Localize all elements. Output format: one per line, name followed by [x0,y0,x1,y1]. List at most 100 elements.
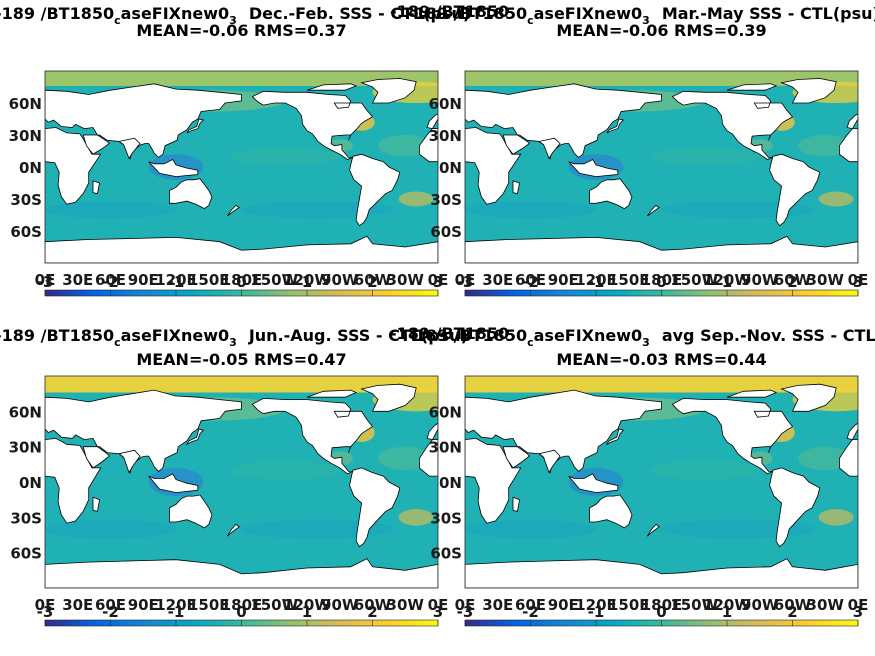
map-field [465,71,858,263]
madagascar-land [512,496,521,512]
xtick-label: 120E [155,596,197,614]
ytick-label: 0N [439,474,462,492]
anomaly-blob [661,519,815,539]
anomaly-blob [45,201,176,219]
japan-land [185,428,205,446]
africa-west-land [418,128,438,163]
arctic-anomaly [45,376,438,393]
map-field [45,376,438,588]
newzealand-land [646,204,661,217]
ytick-label: 60N [429,95,462,113]
xtick-label: 30W [387,271,425,289]
ytick-label: 60N [9,403,42,421]
anomaly-blob [241,519,395,539]
africa-west-land [839,439,858,477]
north-america-land [671,397,794,475]
newzealand-land [646,523,660,537]
anomaly-blob [230,147,340,165]
ytick-label: 0N [19,159,42,177]
colorbar-tick-label: 0 [236,273,246,291]
south-america-land [349,153,401,227]
colorbar-tick-label: 3 [433,603,443,621]
ytick-label: 0N [439,159,462,177]
panel-title-overlap: -189 /BT1850 [390,324,509,343]
axes-frame [464,70,859,264]
xtick-label: 180E [641,596,683,614]
arabia-land [82,134,111,155]
arctic-islands-land [726,389,778,398]
xtick-label: 0E [428,596,449,614]
japan-land [186,118,205,134]
panel-title: -189 /BT1850caseFIXnew03 Dec.-Feb. SSS - … [0,4,470,27]
antarctica-land [45,235,438,263]
colorbar-tick-label: 1 [722,603,732,621]
colorbar-tick-label: 3 [853,273,863,291]
colorbar-tick-label: -3 [37,603,54,621]
anomaly-blob [377,135,433,157]
anomaly-blob [650,460,760,480]
madagascar-land [92,180,101,195]
eurasia-land [465,83,662,160]
panel-stats: MEAN=-0.05 RMS=0.47 [136,350,346,369]
arctic-islands-land [726,83,778,91]
anomaly-blob [377,446,433,471]
panel-stats: MEAN=-0.03 RMS=0.44 [556,350,766,369]
north-america-land [251,90,374,160]
australia-land [589,494,633,529]
ytick-label: 30S [430,509,462,527]
xtick-label: 30E [62,596,93,614]
xtick-label: 150W [670,596,718,614]
ytick-label: 30N [9,127,42,145]
xtick-label: 90W [741,271,779,289]
arctic-anomaly [465,376,858,393]
ytick-label: 60S [430,545,462,563]
xtick-label: 60W [774,596,812,614]
africa-land [465,437,522,524]
xtick-label: 60W [354,271,392,289]
colorbar-tick-label: 2 [787,603,797,621]
xtick-label: 30W [807,271,845,289]
anomaly-blob [45,519,176,539]
colorbar-tick-label: 0 [236,603,246,621]
africa-west-land [839,128,858,163]
greenland-land [780,383,837,412]
colorbar-tick-label: -1 [168,603,185,621]
indonesia-land [568,473,619,494]
axes-frame [44,375,439,589]
colorbar-tick-label: -2 [102,273,119,291]
arctic-islands-land [306,389,358,398]
xtick-label: 60E [95,596,126,614]
xtick-label: 0E [35,271,56,289]
india-land [538,137,561,160]
colorbar-tick-label: -2 [522,273,539,291]
ytick-label: 30S [10,191,42,209]
south-america-land [769,153,821,227]
colorbar-tick-label: 1 [302,273,312,291]
anomaly-blob [465,201,596,219]
arabia-land [502,446,530,469]
xtick-label: 120E [575,271,617,289]
indonesia-land [148,473,199,494]
ytick-label: 30S [10,509,42,527]
anomaly-blob [818,509,854,526]
eurasia-land [45,83,242,160]
eurasia-land [465,389,662,474]
xtick-label: 60E [95,271,126,289]
ytick-label: 60S [10,223,42,241]
panel-stats: MEAN=-0.06 RMS=0.39 [556,21,766,40]
newzealand-land [226,204,241,217]
xtick-label: 150E [188,271,230,289]
xtick-label: 120W [283,271,331,289]
xtick-label: 90W [321,271,359,289]
anomaly-blob [797,446,853,471]
xtick-label: 0E [35,596,56,614]
xtick-label: 60W [354,596,392,614]
xtick-label: 150W [250,271,298,289]
panel-title: -189 /BT1850caseFIXnew03 Mar.-May SSS - C… [408,4,875,27]
india-land [538,449,561,474]
india-land [118,137,141,160]
colorbar-tick-label: 2 [367,603,377,621]
xtick-label: 30W [807,596,845,614]
xtick-label: 30W [387,596,425,614]
